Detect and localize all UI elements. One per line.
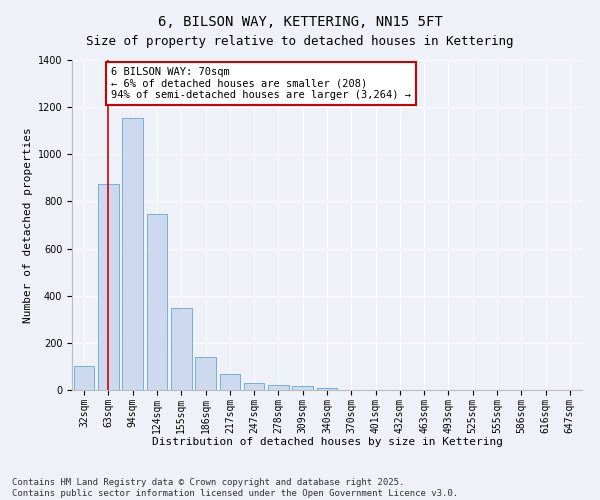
Text: Contains HM Land Registry data © Crown copyright and database right 2025.
Contai: Contains HM Land Registry data © Crown c… <box>12 478 458 498</box>
Bar <box>195 357 216 390</box>
Bar <box>122 118 143 390</box>
Bar <box>220 374 240 390</box>
X-axis label: Distribution of detached houses by size in Kettering: Distribution of detached houses by size … <box>151 437 503 447</box>
Text: 6, BILSON WAY, KETTERING, NN15 5FT: 6, BILSON WAY, KETTERING, NN15 5FT <box>158 15 442 29</box>
Bar <box>268 385 289 390</box>
Bar <box>292 386 313 390</box>
Bar <box>146 214 167 390</box>
Bar <box>98 184 119 390</box>
Text: Size of property relative to detached houses in Kettering: Size of property relative to detached ho… <box>86 35 514 48</box>
Text: 6 BILSON WAY: 70sqm
← 6% of detached houses are smaller (208)
94% of semi-detach: 6 BILSON WAY: 70sqm ← 6% of detached hou… <box>111 67 411 100</box>
Bar <box>244 383 265 390</box>
Bar <box>317 388 337 390</box>
Y-axis label: Number of detached properties: Number of detached properties <box>23 127 34 323</box>
Bar <box>74 366 94 390</box>
Bar <box>171 308 191 390</box>
